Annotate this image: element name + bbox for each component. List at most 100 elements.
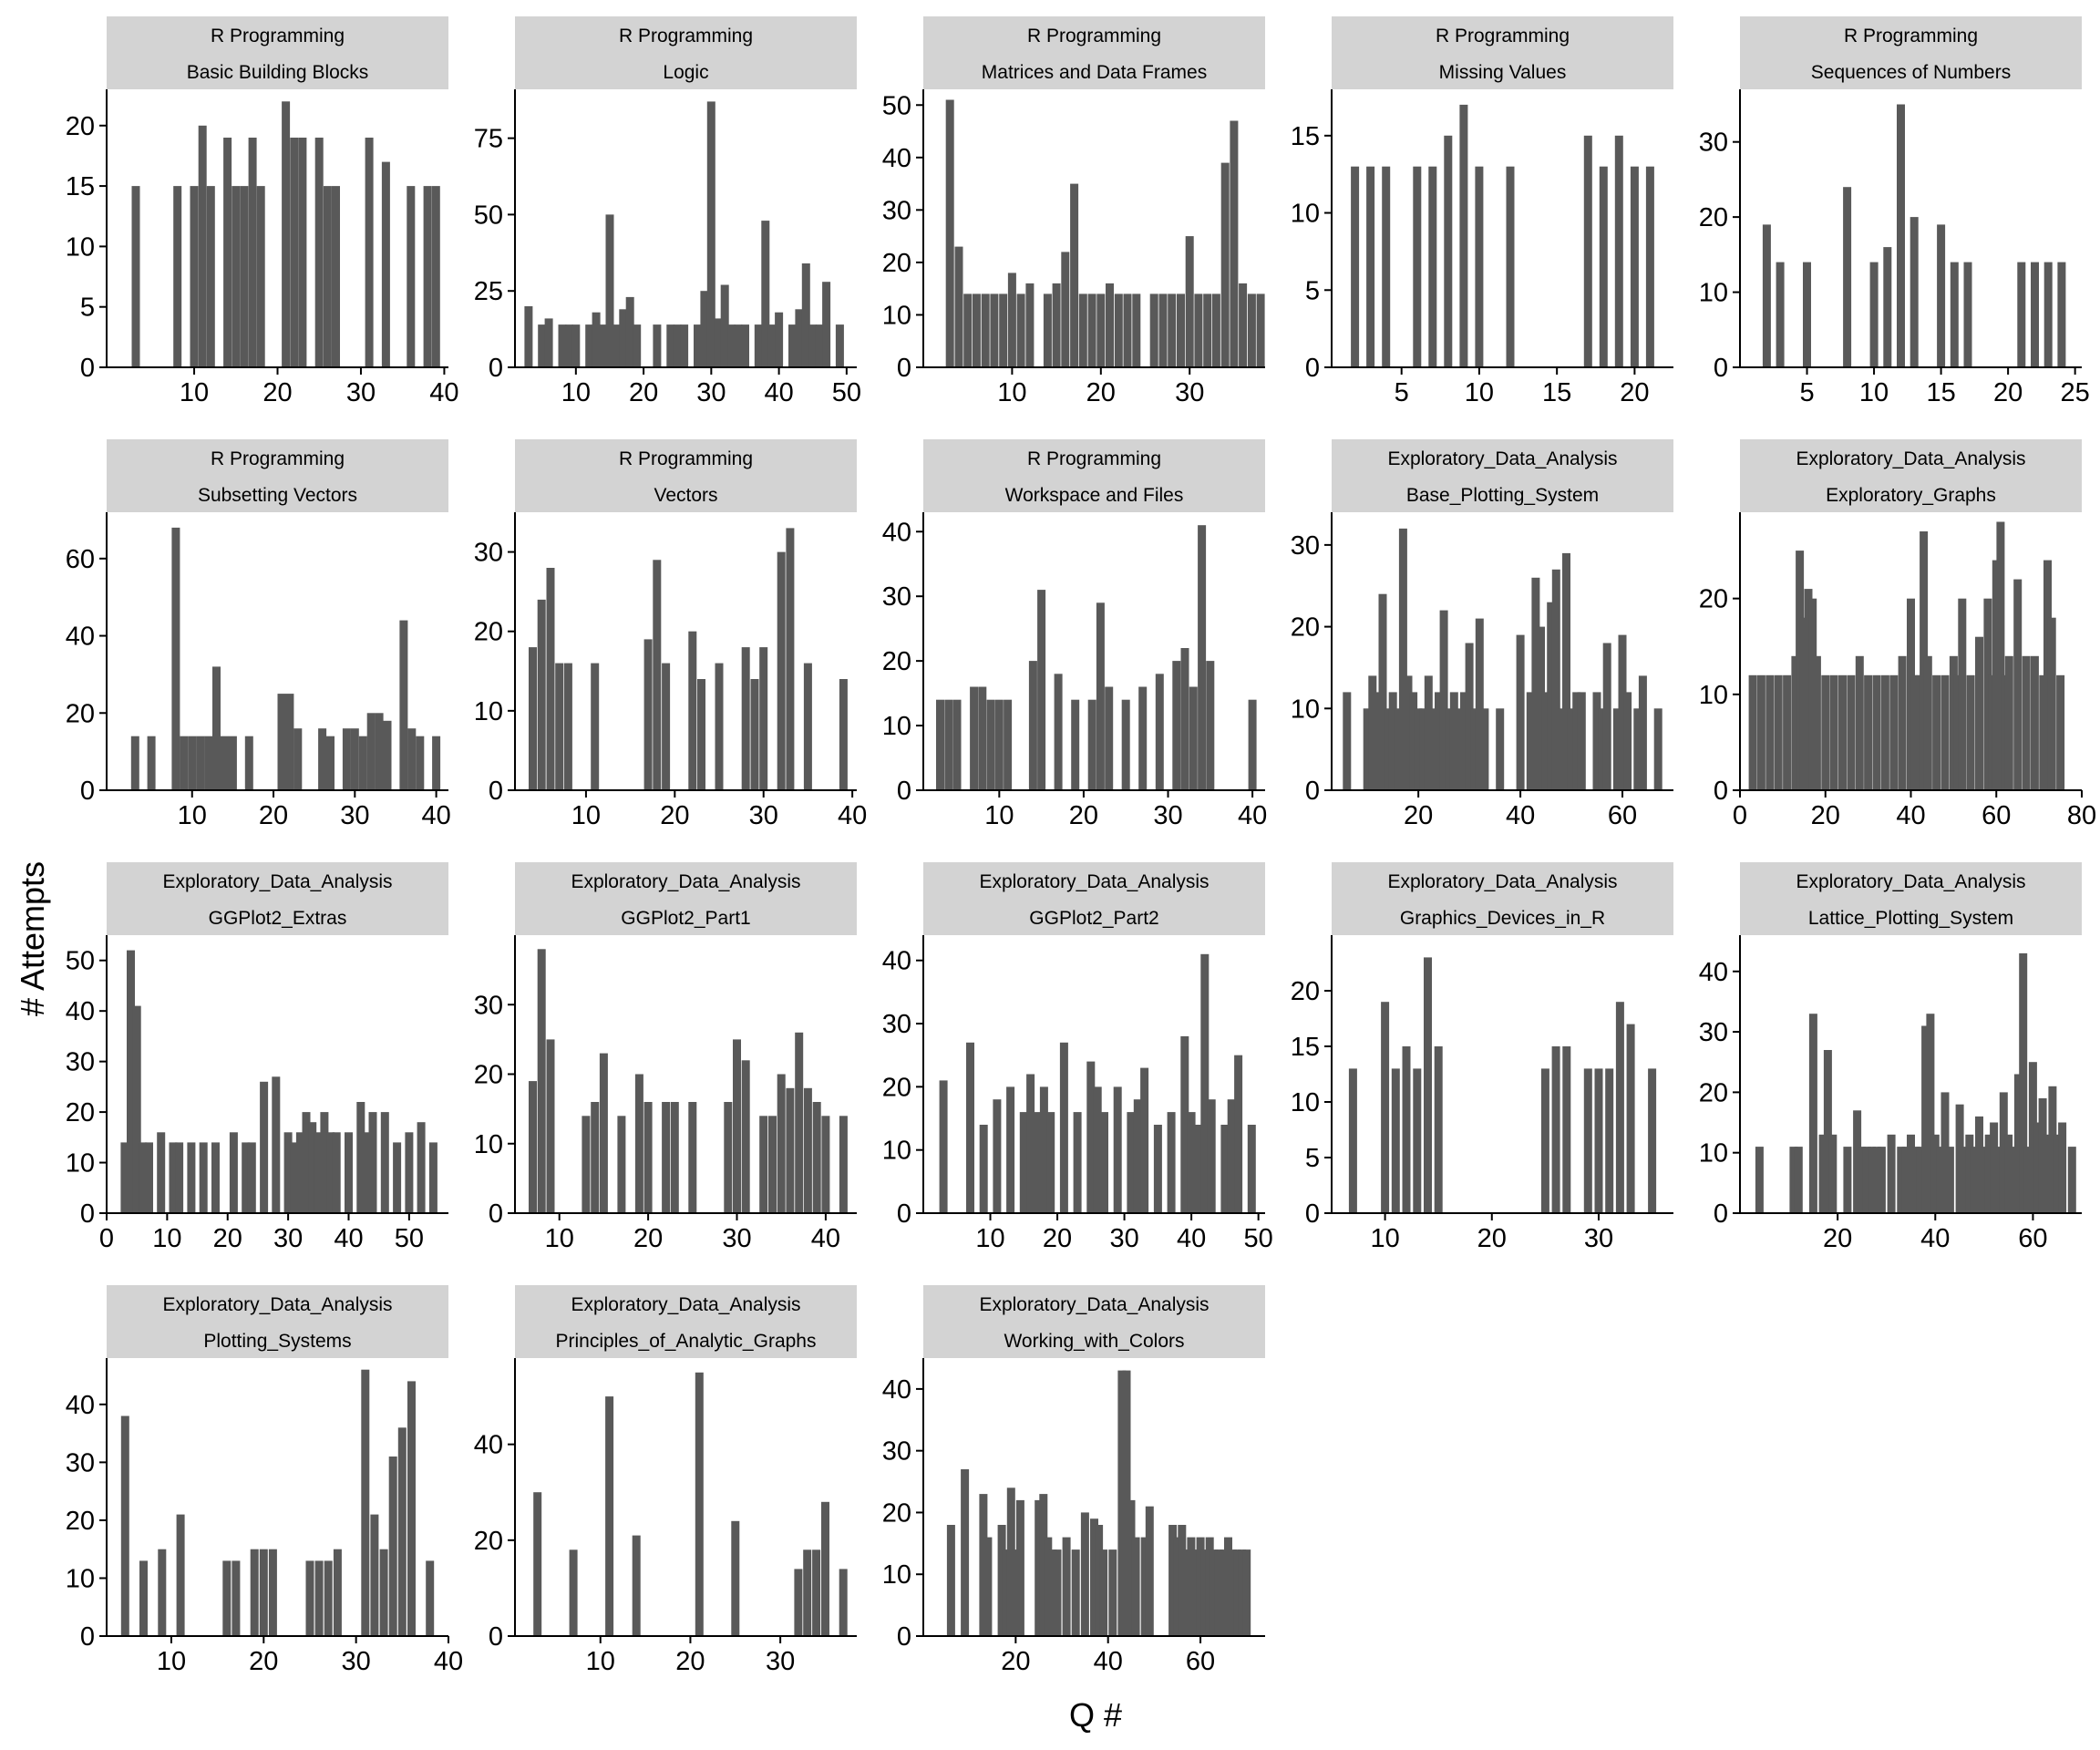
bar xyxy=(2038,1098,2047,1213)
bar xyxy=(1990,1122,1999,1213)
x-tick-label: 40 xyxy=(1896,801,1925,830)
bar xyxy=(1207,1099,1216,1213)
facet-strip xyxy=(1740,16,2082,89)
y-tick-label: 40 xyxy=(66,997,95,1026)
bar xyxy=(558,324,567,367)
bar xyxy=(1940,1092,1950,1213)
x-tick-label: 30 xyxy=(1175,378,1204,407)
x-tick-label: 10 xyxy=(975,1224,1004,1253)
bar xyxy=(592,312,601,367)
x-tick-label: 10 xyxy=(1465,378,1494,407)
y-tick-label: 0 xyxy=(1305,777,1320,806)
bar xyxy=(393,1142,402,1213)
bar xyxy=(1172,661,1181,790)
bar xyxy=(1123,293,1132,367)
bar xyxy=(1828,1134,1838,1213)
x-tick-label: 50 xyxy=(395,1224,424,1253)
bar xyxy=(1080,1512,1089,1636)
bar xyxy=(759,647,768,790)
x-tick-label: 15 xyxy=(1926,378,1955,407)
bar xyxy=(569,1549,578,1636)
bar xyxy=(1445,708,1454,790)
bar xyxy=(293,728,303,790)
y-tick-label: 20 xyxy=(66,112,95,141)
bar xyxy=(1224,1537,1232,1636)
bar xyxy=(1755,1147,1764,1213)
bar xyxy=(1394,708,1403,790)
bar xyxy=(368,1112,377,1213)
bar xyxy=(979,1125,988,1213)
y-tick-label: 20 xyxy=(474,618,503,647)
x-tick-label: 0 xyxy=(1733,801,1747,830)
bar xyxy=(1975,1116,1983,1213)
bar xyxy=(808,324,818,367)
bar xyxy=(1449,692,1458,790)
bar xyxy=(1233,1549,1242,1636)
facet-panel: R Programming Workspace and Files 0 10 20 30 4… xyxy=(882,439,1267,830)
bar xyxy=(1191,1549,1200,1636)
x-tick-label: 60 xyxy=(1982,801,2011,830)
bar xyxy=(1923,655,1932,790)
bar xyxy=(277,694,286,790)
bar xyxy=(381,161,390,367)
y-tick-label: 10 xyxy=(1291,1088,1320,1117)
x-tick-label: 30 xyxy=(766,1647,795,1676)
bar xyxy=(1062,1537,1071,1636)
bar xyxy=(1465,643,1474,790)
y-tick-label: 20 xyxy=(882,1073,911,1102)
x-tick-label: 20 xyxy=(259,801,288,830)
y-tick-label: 10 xyxy=(66,232,95,262)
bar xyxy=(120,1142,129,1213)
bar xyxy=(1557,708,1566,790)
x-tick-label: 40 xyxy=(429,378,458,407)
y-tick-label: 0 xyxy=(897,1199,911,1229)
bar xyxy=(204,736,213,790)
bar xyxy=(1178,1525,1187,1636)
y-tick-label: 0 xyxy=(489,777,503,806)
bar xyxy=(1907,598,1915,790)
bar xyxy=(633,324,642,367)
bar xyxy=(169,1142,178,1213)
y-tick-label: 20 xyxy=(474,1061,503,1090)
facet-panel: R Programming Missing Values 0 5 10 15 5 10 15 20 xyxy=(1291,16,1673,407)
bar xyxy=(1812,655,1821,790)
bar xyxy=(1182,1549,1191,1636)
x-tick-label: 20 xyxy=(262,378,292,407)
bar xyxy=(993,1099,1002,1213)
bar xyxy=(1106,283,1114,367)
y-tick-label: 30 xyxy=(882,1437,911,1467)
bar xyxy=(302,1112,311,1213)
bar xyxy=(706,101,715,368)
bar xyxy=(599,324,607,367)
y-tick-label: 10 xyxy=(66,1564,95,1593)
bar xyxy=(1093,1086,1102,1213)
bar xyxy=(1804,589,1813,790)
facet-panel: Exploratory_Data_Analysis Graphics_Device… xyxy=(1291,862,1673,1253)
bar xyxy=(2030,655,2039,790)
bar xyxy=(2053,1134,2062,1213)
bar xyxy=(1983,598,1992,790)
bar xyxy=(835,324,844,367)
y-tick-label: 10 xyxy=(882,1137,911,1166)
strip-lesson-label: Subsetting Vectors xyxy=(198,485,357,506)
bar xyxy=(362,1132,371,1213)
bar xyxy=(222,1560,232,1636)
bar xyxy=(1168,293,1177,367)
bar xyxy=(1078,293,1087,367)
strip-course-label: Exploratory_Data_Analysis xyxy=(1387,448,1617,469)
bar xyxy=(1424,675,1433,790)
facet-panel: Exploratory_Data_Analysis GGPlot2_Part2 0 1… xyxy=(882,862,1273,1253)
bar xyxy=(356,1102,365,1213)
bar xyxy=(1599,166,1608,367)
bar xyxy=(1762,224,1771,367)
bar xyxy=(1531,577,1540,790)
bar xyxy=(994,699,1004,790)
bar xyxy=(1214,1549,1223,1636)
x-tick-label: 30 xyxy=(1109,1224,1138,1253)
strip-lesson-label: Basic Building Blocks xyxy=(187,62,369,83)
bar xyxy=(759,1116,768,1214)
bar xyxy=(206,186,215,367)
bar xyxy=(944,699,953,790)
bar xyxy=(839,679,848,790)
bar xyxy=(700,291,709,367)
